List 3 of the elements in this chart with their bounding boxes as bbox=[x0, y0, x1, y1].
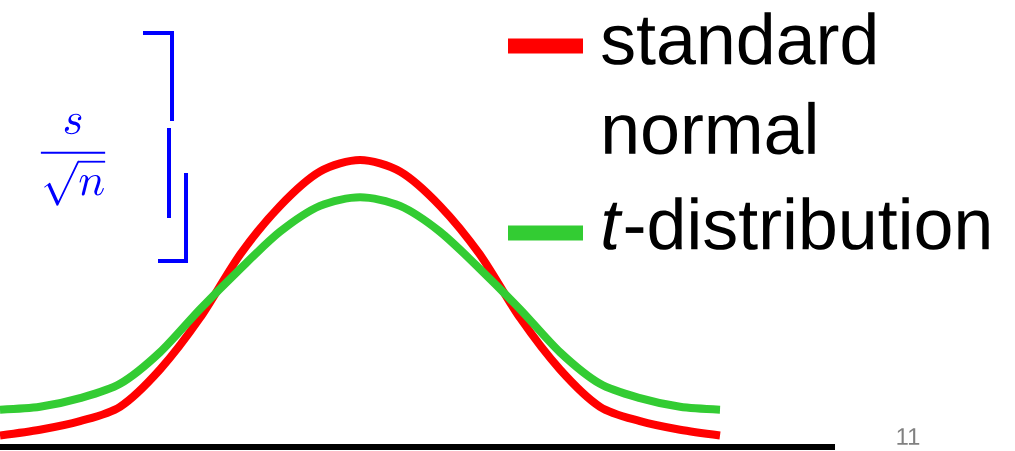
legend-label: t-distribution bbox=[603, 197, 989, 250]
text: 11 bbox=[897, 428, 920, 445]
annotation: $\frac{s}{\sqrt{n}}$ bbox=[40, 113, 106, 206]
